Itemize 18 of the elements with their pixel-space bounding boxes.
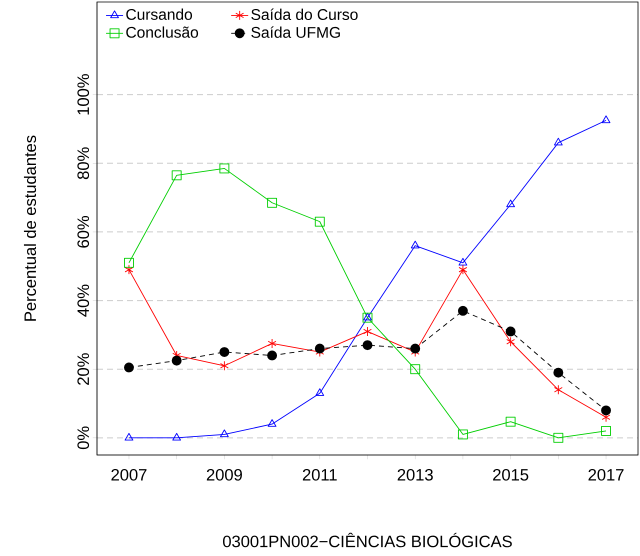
- x-tick-label: 2017: [588, 468, 624, 481]
- x-tick-label: 2015: [493, 468, 528, 481]
- y-tick-label: 40%: [77, 284, 90, 317]
- legend-label: Cursando: [126, 8, 192, 20]
- x-tick-label: 2013: [398, 468, 433, 481]
- x-axis-title: 03001PN002−CIÊNCIAS BIOLÓGICAS: [223, 532, 512, 548]
- x-tick-label: 2011: [302, 468, 337, 481]
- legend-label: Saída do Curso: [251, 8, 358, 20]
- y-axis-title: Percentual de estudantes: [24, 136, 36, 321]
- y-tick-label: 60%: [77, 216, 90, 248]
- y-tick-label: 100%: [77, 74, 90, 115]
- y-tick-label: 80%: [77, 147, 90, 180]
- x-tick-label: 2009: [206, 468, 242, 481]
- legend-label: Conclusão: [126, 26, 198, 38]
- legend-label: Saída UFMG: [251, 26, 340, 38]
- y-tick-label: 20%: [77, 353, 90, 385]
- x-tick-label: 2007: [111, 468, 146, 481]
- y-tick-label: 0%: [77, 426, 90, 450]
